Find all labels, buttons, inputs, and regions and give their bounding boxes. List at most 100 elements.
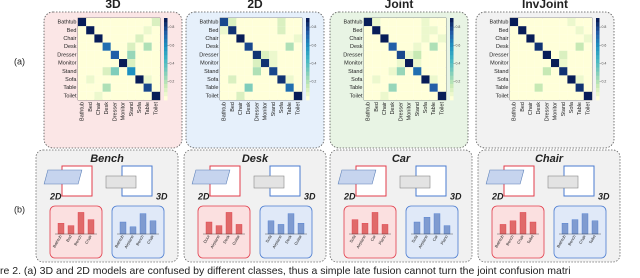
colorbar-segment — [164, 59, 168, 64]
matrix-cell — [567, 50, 576, 59]
colorbar-label: 0.4 — [312, 61, 317, 65]
matrix-cell — [429, 26, 438, 35]
col-label: Chair — [382, 102, 388, 115]
matrix-cell — [285, 91, 294, 100]
matrix-cell — [405, 91, 414, 100]
bar — [235, 224, 243, 235]
matrix-cell — [94, 42, 103, 51]
col-label: Sofa — [423, 101, 429, 113]
matrix-cell — [236, 83, 245, 92]
colorbar-segment — [450, 26, 454, 31]
colorbar-segment — [164, 71, 168, 76]
matrix-cell — [102, 91, 111, 100]
row-label: Stand — [62, 69, 76, 75]
bar-label: Piano — [377, 233, 387, 245]
matrix-cell — [380, 50, 389, 59]
colorbar-segment — [596, 59, 600, 64]
row-label: Bathtub — [344, 20, 363, 26]
matrix-cell — [526, 26, 535, 35]
matrix-cell — [429, 34, 438, 43]
col-label: Table — [431, 102, 437, 115]
colorbar-segment — [450, 75, 454, 80]
colorbar-segment — [164, 38, 168, 43]
matrix-cell — [559, 75, 568, 84]
colorbar-segment — [596, 95, 600, 101]
label-2d: 2D — [49, 191, 62, 201]
matrix-cell — [119, 83, 128, 92]
matrix-cell — [526, 83, 535, 92]
col-label: Dresser — [544, 102, 550, 121]
shape-3d — [253, 175, 285, 189]
matrix-cell — [542, 34, 551, 43]
matrix-cell — [421, 34, 430, 43]
col-label: Monitor — [121, 102, 127, 121]
colorbar-segment — [596, 30, 600, 35]
matrix-cell — [372, 26, 381, 35]
bar — [215, 225, 223, 235]
matrix-cell — [372, 75, 381, 84]
matrix-cell — [421, 91, 430, 100]
matrix-cell — [542, 91, 551, 100]
matrix-cell — [510, 50, 519, 59]
matrix-cell — [567, 75, 576, 84]
matrix-cell — [110, 91, 119, 100]
colorbar-segment — [450, 67, 454, 72]
colorbar-segment — [164, 50, 168, 56]
colorbar-segment — [306, 38, 310, 43]
matrix-cell — [413, 59, 422, 68]
colorbar-segment — [164, 83, 168, 88]
matrix-cell — [559, 91, 568, 100]
matrix-cell — [269, 34, 278, 43]
matrix-cell — [293, 59, 302, 68]
row-label: Desk — [64, 44, 77, 50]
colorbar-label: 0.4 — [170, 61, 175, 65]
colorbar-segment — [306, 34, 310, 39]
colorbar-segment — [306, 18, 310, 23]
bar-label: Desk — [222, 234, 231, 244]
matrix-cell — [151, 83, 160, 92]
matrix-cell — [405, 83, 414, 92]
matrix-cell — [236, 59, 245, 68]
bar — [371, 212, 379, 235]
matrix-cell — [518, 91, 527, 100]
colorbar-segment — [596, 87, 600, 93]
matrix-cell — [388, 26, 397, 35]
colorbar-segment — [164, 26, 168, 31]
shape-3d — [547, 175, 579, 189]
label-2d: 2D — [491, 191, 504, 201]
matrix-cell — [559, 18, 568, 27]
matrix-cell — [269, 83, 278, 92]
matrix-cell — [244, 34, 253, 43]
object-name: Desk — [242, 153, 269, 165]
matrix-cell — [228, 75, 237, 84]
matrix-cell — [526, 50, 535, 59]
colorbar-segment — [450, 87, 454, 93]
row-label: Monitor — [58, 61, 77, 67]
matrix-cell — [518, 18, 527, 27]
matrix-cell — [119, 26, 128, 35]
matrix-cell — [127, 91, 136, 100]
bar — [77, 212, 85, 235]
matrix-cell — [269, 50, 278, 59]
matrix-cell — [413, 50, 422, 59]
bar-label: Desk — [284, 234, 293, 244]
col-label: Chair — [96, 102, 102, 115]
col-label: Bed — [520, 102, 526, 112]
colorbar-segment — [596, 67, 600, 72]
colorbar-segment — [164, 34, 168, 39]
col-label: Dresser — [398, 102, 404, 121]
matrix-cell — [86, 34, 95, 43]
col-label: Monitor — [553, 102, 559, 121]
matrix-cell — [143, 83, 152, 92]
bar — [581, 213, 589, 235]
matrix-cell — [583, 18, 592, 27]
row-label: Chair — [495, 36, 508, 42]
bar — [225, 212, 233, 235]
row-label: Sofa — [65, 77, 77, 83]
colorbar-label: 0.8 — [602, 25, 607, 29]
matrix-cell — [372, 91, 381, 100]
matrix-cell — [86, 42, 95, 51]
matrix-cell — [388, 91, 397, 100]
matrix-cell — [518, 83, 527, 92]
bar — [139, 213, 147, 235]
